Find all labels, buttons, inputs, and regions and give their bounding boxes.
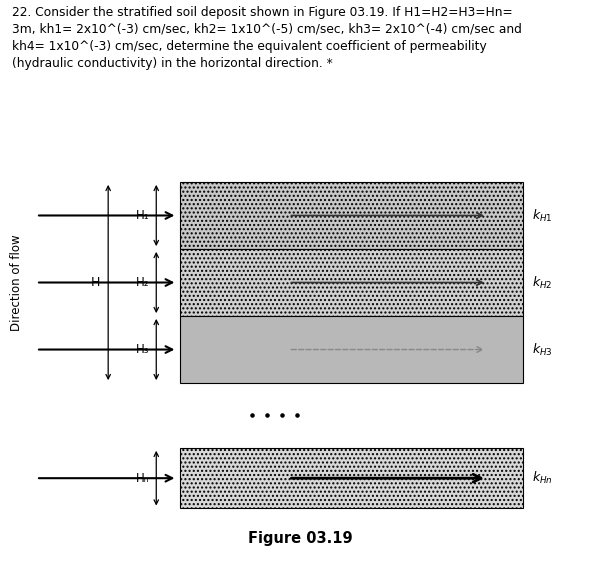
Bar — [180, 249, 523, 316]
Text: H₃: H₃ — [136, 343, 150, 356]
Text: $k_{H1}$: $k_{H1}$ — [532, 208, 552, 224]
Text: 22. Consider the stratified soil deposit shown in Figure 03.19. If H1=H2=H3=Hn=
: 22. Consider the stratified soil deposit… — [12, 6, 522, 69]
Text: H₁: H₁ — [136, 209, 150, 222]
Bar — [180, 316, 523, 383]
Text: Hₙ: Hₙ — [136, 472, 150, 485]
Text: H₂: H₂ — [136, 276, 150, 289]
Text: Direction of flow: Direction of flow — [10, 234, 23, 331]
Text: H: H — [90, 276, 100, 289]
Text: $k_{Hn}$: $k_{Hn}$ — [532, 470, 553, 486]
Text: Figure 03.19: Figure 03.19 — [248, 531, 353, 546]
Text: $k_{H2}$: $k_{H2}$ — [532, 274, 552, 291]
Bar — [180, 182, 523, 249]
Bar — [180, 448, 523, 509]
Text: $k_{H3}$: $k_{H3}$ — [532, 341, 552, 357]
